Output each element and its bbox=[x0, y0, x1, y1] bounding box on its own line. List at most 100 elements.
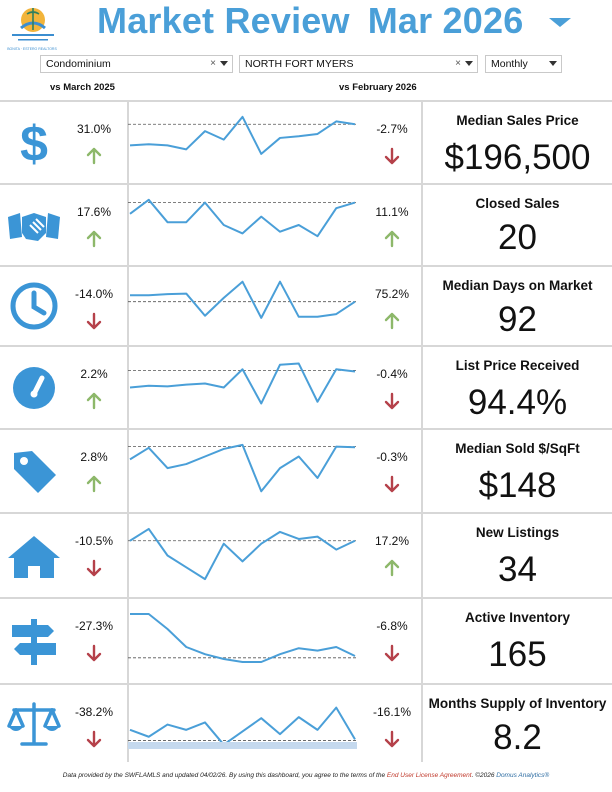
mom-change: 75.2% bbox=[374, 287, 410, 301]
metric-label: Closed Sales bbox=[475, 196, 560, 211]
metric-row: -10.5% 17.2% New Listings 34 bbox=[0, 514, 612, 597]
mom-change: -0.3% bbox=[376, 450, 408, 464]
metric-label: Active Inventory bbox=[464, 610, 571, 625]
yoy-change: 2.8% bbox=[80, 450, 108, 464]
clear-icon[interactable]: × bbox=[455, 58, 461, 69]
metric-row: -27.3% -6.8% Active Inventory 165 bbox=[0, 599, 612, 683]
arrow-up-icon bbox=[86, 147, 102, 165]
arrow-up-icon bbox=[86, 392, 102, 410]
sparkline-chart[interactable] bbox=[128, 607, 357, 675]
metric-row: -14.0% 75.2% Median Days on Market 92 bbox=[0, 267, 612, 345]
gauge-icon bbox=[13, 367, 55, 409]
sparkline-chart[interactable] bbox=[128, 193, 357, 257]
arrow-up-icon bbox=[384, 559, 400, 577]
metric-value: 8.2 bbox=[493, 718, 542, 757]
metric-value: $196,500 bbox=[444, 138, 591, 177]
sparkline-chart[interactable] bbox=[128, 110, 357, 175]
brand-link[interactable]: Domus Analytics® bbox=[496, 772, 550, 779]
arrow-down-icon bbox=[384, 475, 400, 493]
title-text: Market Review bbox=[97, 0, 350, 41]
metric-label: List Price Received bbox=[455, 358, 580, 373]
divider bbox=[127, 102, 129, 762]
yoy-change: 31.0% bbox=[76, 122, 112, 136]
chevron-down-icon[interactable] bbox=[549, 60, 557, 66]
metric-label: Median Sold $/SqFt bbox=[455, 441, 580, 456]
sparkline-chart[interactable] bbox=[128, 522, 357, 589]
mom-change: -0.4% bbox=[376, 367, 408, 381]
clock-icon bbox=[10, 282, 58, 330]
arrow-up-icon bbox=[86, 230, 102, 248]
footer: Data provided by the SWFLAMLS and update… bbox=[0, 772, 612, 779]
yoy-change: 17.6% bbox=[76, 205, 112, 219]
yoy-change: -27.3% bbox=[74, 619, 114, 633]
arrow-down-icon bbox=[86, 559, 102, 577]
mom-change: 17.2% bbox=[374, 534, 410, 548]
yoy-change: -10.5% bbox=[74, 534, 114, 548]
right-column-header: vs February 2026 bbox=[339, 82, 417, 93]
logo-text: BONITA · ESTERO REALTORS bbox=[7, 47, 57, 51]
sparkline-series bbox=[129, 198, 356, 238]
yoy-change: -38.2% bbox=[74, 705, 114, 719]
period-dropdown-toggle[interactable] bbox=[549, 18, 571, 27]
divider bbox=[0, 345, 612, 347]
divider bbox=[0, 428, 612, 430]
tag-icon bbox=[14, 451, 56, 493]
arrow-up-icon bbox=[384, 230, 400, 248]
yoy-change: 2.2% bbox=[80, 367, 108, 381]
sparkline-series bbox=[129, 527, 356, 581]
sparkline-chart[interactable] bbox=[128, 275, 357, 337]
left-column-header: vs March 2025 bbox=[50, 82, 115, 93]
divider bbox=[0, 100, 612, 102]
divider bbox=[0, 597, 612, 599]
clear-icon[interactable]: × bbox=[210, 58, 216, 69]
metric-row: -38.2% -16.1% Months Supply of Inventory 8.… bbox=[0, 685, 612, 762]
metric-label: Median Sales Price bbox=[456, 113, 579, 128]
handshake-icon bbox=[8, 213, 60, 241]
metric-row: $31.0% -2.7% Median Sales Price $196,500 bbox=[0, 102, 612, 183]
eula-link[interactable]: End User License Agreement bbox=[386, 772, 472, 779]
signpost-icon bbox=[12, 619, 56, 665]
area-value: NORTH FORT MYERS bbox=[245, 58, 354, 70]
mom-change: -6.8% bbox=[376, 619, 408, 633]
arrow-down-icon bbox=[384, 392, 400, 410]
divider bbox=[0, 265, 612, 267]
footer-text: Data provided by the SWFLAMLS and update… bbox=[62, 772, 387, 779]
sparkline-chart[interactable] bbox=[128, 438, 357, 504]
sparkline-series bbox=[129, 443, 356, 493]
sparkline-chart[interactable] bbox=[128, 355, 357, 420]
mom-change: 11.1% bbox=[375, 205, 409, 219]
metric-label: Median Days on Market bbox=[442, 278, 593, 293]
chart-scrollbar[interactable] bbox=[128, 742, 357, 749]
sparkline-series bbox=[130, 280, 356, 319]
metric-row: 2.2% -0.4% List Price Received 94.4% bbox=[0, 347, 612, 428]
metric-row: 2.8% -0.3% Median Sold $/SqFt $148 bbox=[0, 430, 612, 512]
metric-value: 20 bbox=[498, 218, 537, 257]
arrow-down-icon bbox=[384, 730, 400, 748]
interval-value: Monthly bbox=[491, 58, 528, 70]
page-title: Market Review Mar 2026 bbox=[97, 0, 523, 42]
metric-value: $148 bbox=[478, 466, 557, 505]
property-type-filter[interactable]: Condominium × bbox=[40, 55, 233, 73]
mom-change: -16.1% bbox=[372, 705, 412, 719]
arrow-down-icon bbox=[384, 147, 400, 165]
period-text: Mar 2026 bbox=[367, 0, 524, 41]
metric-value: 34 bbox=[498, 550, 537, 589]
area-filter[interactable]: NORTH FORT MYERS × bbox=[239, 55, 478, 73]
sparkline-chart[interactable] bbox=[128, 693, 357, 754]
house-icon bbox=[8, 536, 60, 578]
sparkline-series bbox=[129, 362, 356, 405]
chevron-down-icon[interactable] bbox=[220, 60, 228, 66]
arrow-down-icon bbox=[86, 644, 102, 662]
interval-filter[interactable]: Monthly bbox=[485, 55, 562, 73]
metric-value: 92 bbox=[498, 300, 537, 339]
arrow-down-icon bbox=[86, 312, 102, 330]
metric-row: 17.6% 11.1% Closed Sales 20 bbox=[0, 185, 612, 265]
metric-value: 94.4% bbox=[467, 383, 568, 422]
sparkline-series bbox=[130, 613, 356, 663]
dollar-icon: $ bbox=[20, 116, 48, 171]
metric-value: 165 bbox=[488, 635, 547, 674]
scale-icon bbox=[7, 702, 61, 746]
arrow-down-icon bbox=[86, 730, 102, 748]
divider bbox=[421, 102, 423, 762]
chevron-down-icon[interactable] bbox=[465, 60, 473, 66]
